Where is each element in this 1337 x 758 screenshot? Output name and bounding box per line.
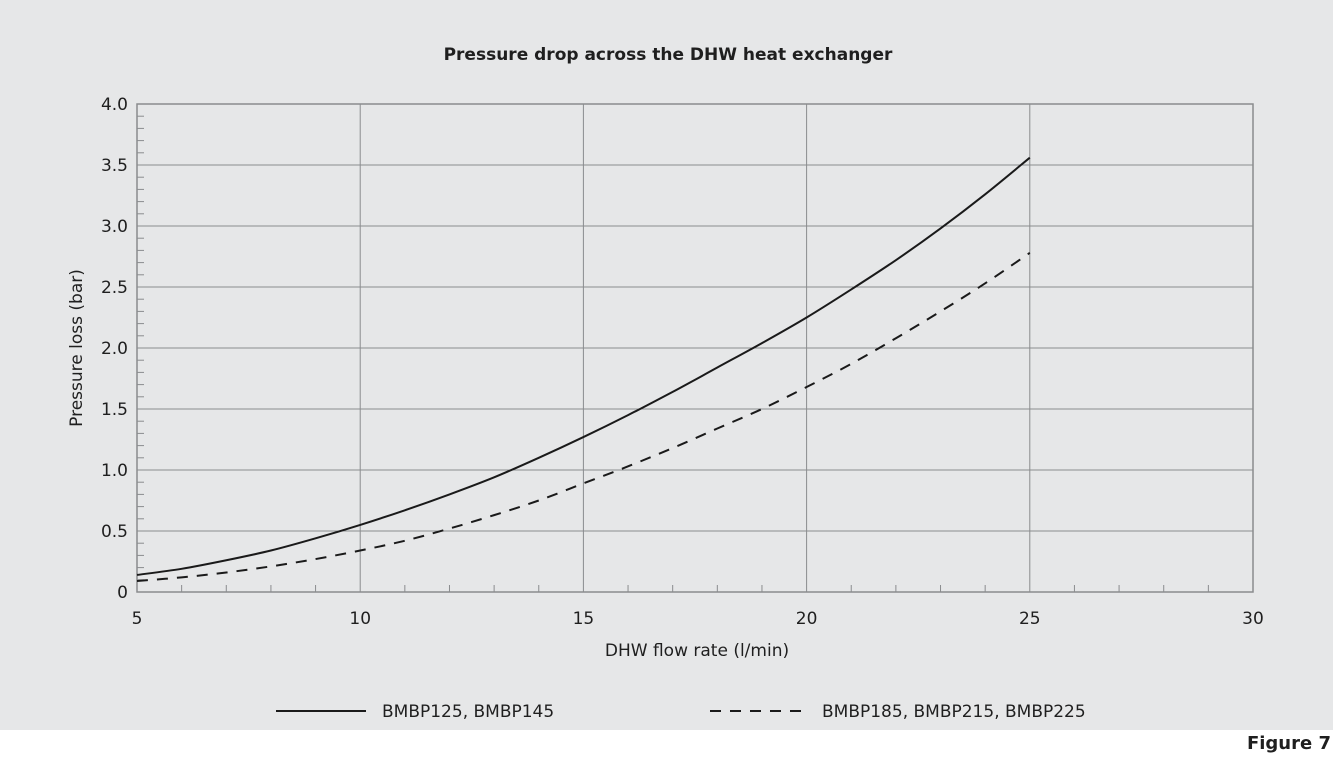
y-tick-label: 1.5: [101, 400, 128, 420]
x-tick-label: 30: [1242, 609, 1264, 629]
y-tick-labels: 0 0.5 1.0 1.5 2.0 2.5 3.0 3.5 4.0: [101, 95, 128, 603]
legend-label-solid: BMBP125, BMBP145: [382, 702, 554, 722]
y-tick-label: 1.0: [101, 461, 128, 481]
series-line-dashed: [136, 252, 1031, 583]
y-tick-label: 3.5: [101, 156, 128, 176]
legend-label-dashed: BMBP185, BMBP215, BMBP225: [822, 702, 1086, 722]
x-axis-label: DHW flow rate (l/min): [605, 641, 789, 661]
x-tick-labels: 5 10 15 20 25 30: [132, 609, 1264, 629]
legend: BMBP125, BMBP145 BMBP185, BMBP215, BMBP2…: [276, 702, 1086, 722]
x-tick-label: 15: [573, 609, 595, 629]
y-tick-label: 4.0: [101, 95, 128, 115]
y-tick-label: 0: [117, 583, 128, 603]
chart-panel: Pressure drop across the DHW heat exchan…: [0, 0, 1333, 730]
chart-title: Pressure drop across the DHW heat exchan…: [444, 45, 893, 65]
y-axis-label: Pressure loss (bar): [67, 269, 87, 427]
y-tick-label: 0.5: [101, 522, 128, 542]
plot-frame: [136, 103, 1254, 593]
y-tick-label: 2.5: [101, 278, 128, 298]
y-tick-label: 2.0: [101, 339, 128, 359]
series-layer: [136, 156, 1031, 583]
grid-layer: [136, 103, 1254, 593]
series-line-solid: [136, 156, 1031, 576]
pressure-drop-chart: Pressure drop across the DHW heat exchan…: [67, 45, 1264, 722]
x-tick-label: 5: [132, 609, 143, 629]
minor-ticks: [137, 115, 1209, 592]
x-tick-label: 10: [349, 609, 371, 629]
x-tick-label: 20: [796, 609, 818, 629]
x-tick-label: 25: [1019, 609, 1041, 629]
y-tick-label: 3.0: [101, 217, 128, 237]
figure-label: Figure 7: [1246, 733, 1331, 754]
